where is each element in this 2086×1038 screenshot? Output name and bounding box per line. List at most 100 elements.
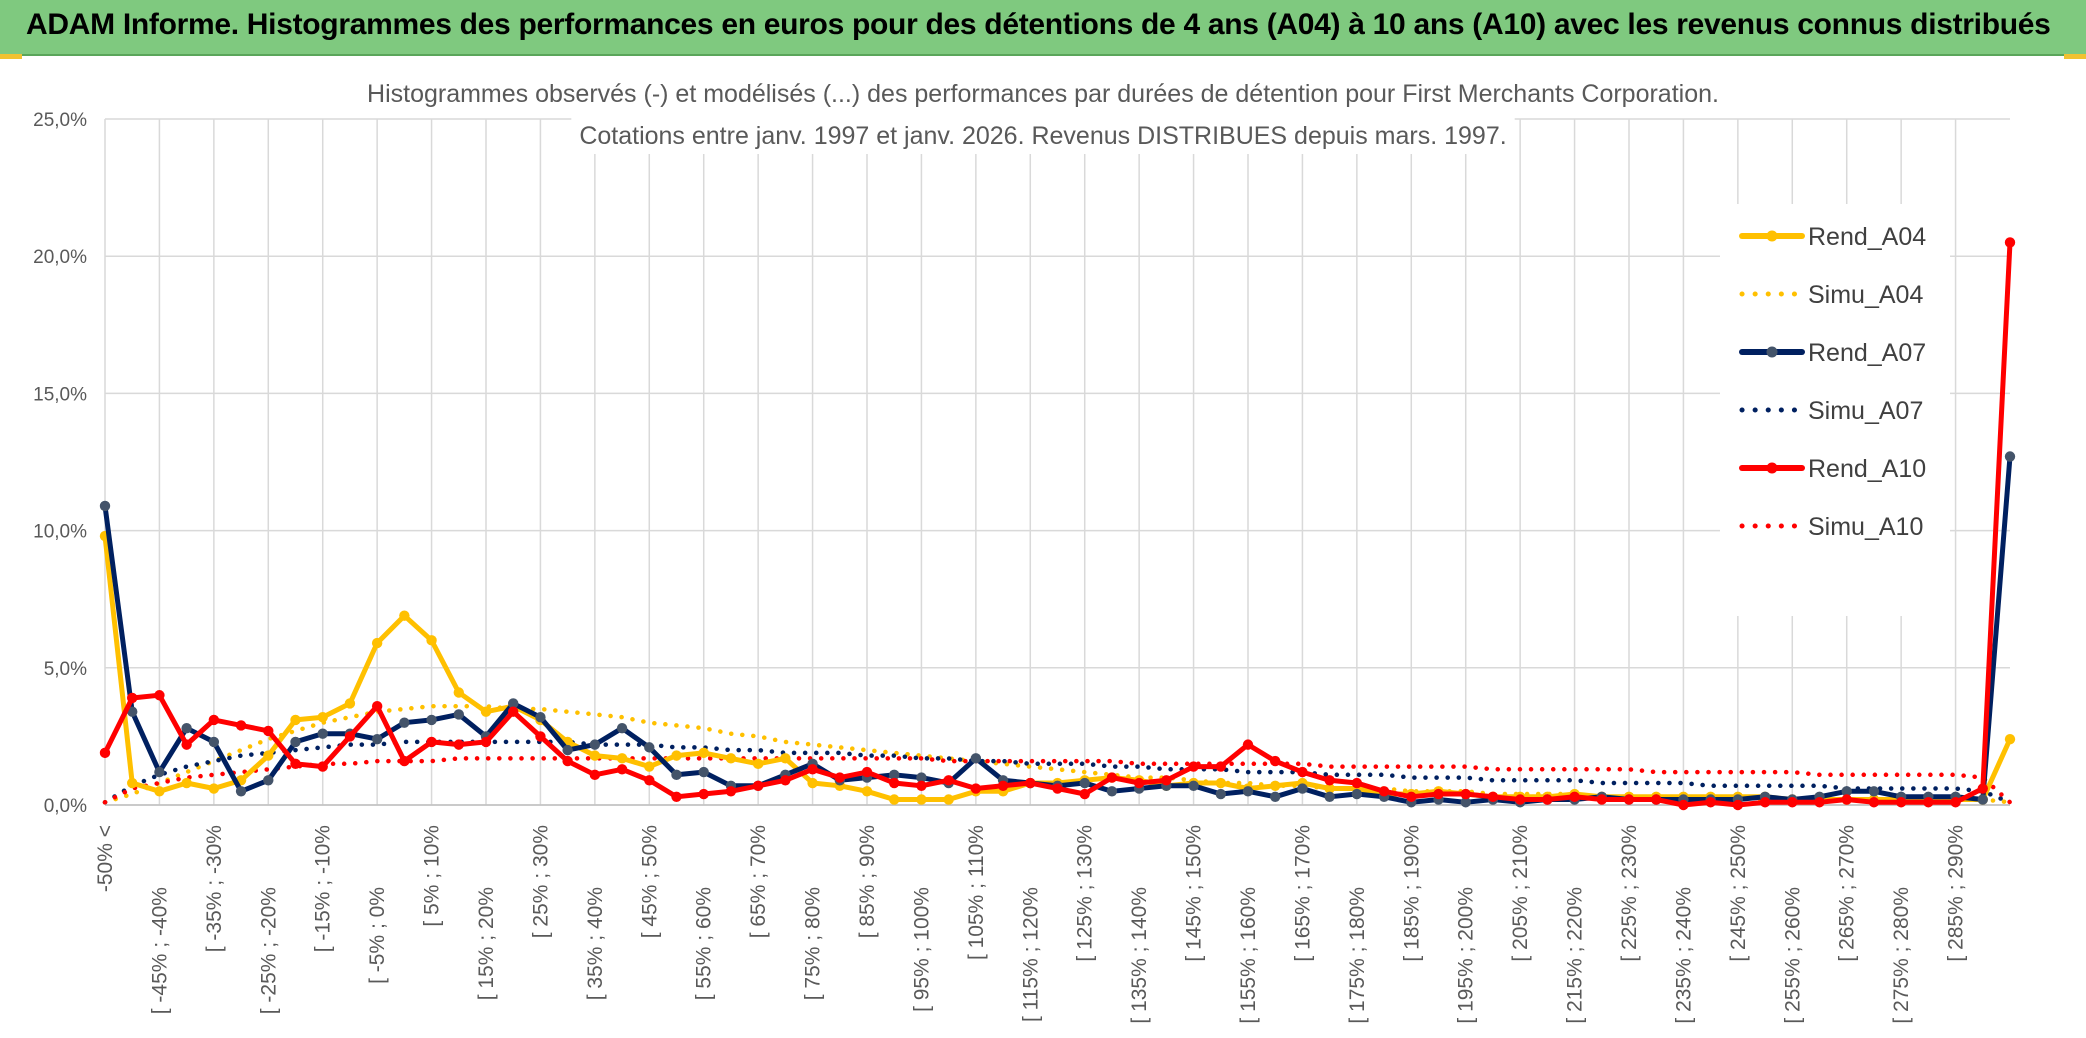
data-point: [1215, 777, 1226, 789]
y-tick-label: 25,0%: [33, 110, 87, 131]
data-point: [725, 786, 737, 797]
data-point: [616, 764, 628, 775]
corner-mark-right: [2064, 54, 2086, 59]
x-tick-label: [ 15% ; 20%: [475, 887, 498, 1000]
data-point: [480, 706, 492, 717]
data-point: [562, 755, 573, 767]
y-tick-label: 0,0%: [44, 796, 87, 817]
data-point: [235, 720, 247, 731]
data-point: [671, 791, 682, 802]
data-point: [1950, 797, 1961, 808]
data-point: [1351, 777, 1363, 789]
x-tick-label: [ 285% ; 290%: [1945, 825, 1968, 962]
data-point: [181, 722, 192, 734]
x-tick-label: [ 235% ; 240%: [1672, 887, 1695, 1024]
data-point: [1678, 799, 1689, 811]
legend-item-rend-a04: Rend_A04: [1739, 223, 1926, 251]
data-point: [916, 780, 927, 791]
data-point: [426, 736, 437, 748]
x-tick-label: [ 165% ; 170%: [1291, 825, 1314, 962]
x-tick-label: [ 125% ; 130%: [1074, 825, 1097, 962]
x-tick-label: [ -35% ; -30%: [203, 825, 226, 952]
data-point: [889, 769, 900, 781]
x-tick-label: [ 245% ; 250%: [1727, 825, 1750, 962]
x-tick-label: -50% <: [94, 825, 117, 892]
data-point: [2004, 451, 2016, 462]
legend-label: Simu_A10: [1808, 513, 1923, 541]
data-point: [99, 500, 111, 512]
data-point: [154, 786, 165, 797]
data-point: [1596, 794, 1607, 805]
data-point: [1977, 783, 1988, 794]
data-point: [127, 777, 138, 789]
data-point: [943, 794, 954, 805]
page-title: ADAM Informe. Histogrammes des performan…: [26, 8, 2051, 41]
data-point: [698, 766, 709, 778]
x-tick-label: [ -45% ; -40%: [148, 887, 171, 1014]
legend-item-simu-a10: Simu_A10: [1739, 513, 1923, 541]
data-point: [1270, 791, 1281, 802]
data-point: [725, 753, 737, 764]
data-point: [889, 777, 900, 789]
data-point: [1732, 799, 1744, 811]
data-point: [1868, 797, 1880, 808]
data-point: [371, 733, 383, 745]
legend-label: Rend_A07: [1808, 339, 1926, 367]
data-point: [508, 706, 519, 717]
data-point: [480, 736, 492, 748]
data-point: [807, 777, 818, 789]
legend-item-simu-a07: Simu_A07: [1739, 397, 1923, 425]
data-point: [1542, 794, 1553, 805]
chart-title: Histogrammes observés (-) et modélisés (…: [367, 80, 1719, 108]
data-point: [317, 711, 328, 723]
data-point: [1351, 788, 1363, 800]
x-tick-label: [ 205% ; 210%: [1509, 825, 1532, 962]
data-point: [1324, 791, 1335, 802]
data-point: [1433, 788, 1444, 800]
x-tick-label: [ 145% ; 150%: [1183, 825, 1206, 962]
data-point: [589, 769, 601, 781]
data-point: [616, 753, 628, 764]
data-point: [589, 739, 601, 750]
data-point: [644, 775, 655, 786]
x-tick-label: [ 255% ; 260%: [1781, 887, 1804, 1024]
corner-mark-left: [0, 54, 22, 59]
data-point: [1324, 783, 1335, 794]
data-point: [970, 783, 982, 794]
data-point: [807, 764, 818, 775]
data-point: [1188, 761, 1199, 772]
chart-area: 0,0% 5,0% 10,0% 15,0% 20,0% 25,0% -50% < [ -45…: [0, 56, 2086, 1033]
legend-item-rend-a07: Rend_A07: [1739, 339, 1926, 367]
x-tick-label: [ 105% ; 110%: [965, 825, 988, 960]
x-tick-label: [ 95% ; 100%: [910, 887, 933, 1012]
data-point: [1324, 775, 1335, 786]
data-point: [127, 706, 138, 717]
data-point: [453, 709, 464, 720]
data-point: [1977, 794, 1988, 805]
data-point: [208, 736, 220, 748]
data-point: [1052, 783, 1063, 794]
data-point: [1841, 786, 1852, 797]
x-tick-label: [ 55% ; 60%: [693, 887, 716, 1000]
data-point: [1133, 777, 1145, 789]
series-line-simu-a10: [102, 756, 2013, 805]
data-point: [371, 701, 383, 712]
data-point: [1406, 791, 1417, 802]
legend: Rend_A04 Simu_A04 Rend_A07 Simu_A07 Rend_A10…: [1720, 204, 1950, 616]
legend-marker: [1766, 346, 1778, 358]
data-point: [127, 692, 138, 704]
series-layer: [99, 237, 2016, 811]
series-line-simu-a07: [102, 739, 2013, 805]
data-point: [453, 739, 464, 750]
data-point: [99, 747, 111, 759]
x-tick-label: [ 175% ; 180%: [1346, 887, 1369, 1024]
data-point: [399, 610, 410, 621]
data-point: [235, 786, 247, 797]
data-point: [970, 753, 982, 764]
data-point: [1923, 797, 1934, 808]
data-point: [453, 687, 464, 698]
data-point: [263, 750, 274, 761]
data-point: [861, 766, 873, 778]
title-backing: [571, 118, 1515, 154]
data-point: [1025, 777, 1036, 789]
